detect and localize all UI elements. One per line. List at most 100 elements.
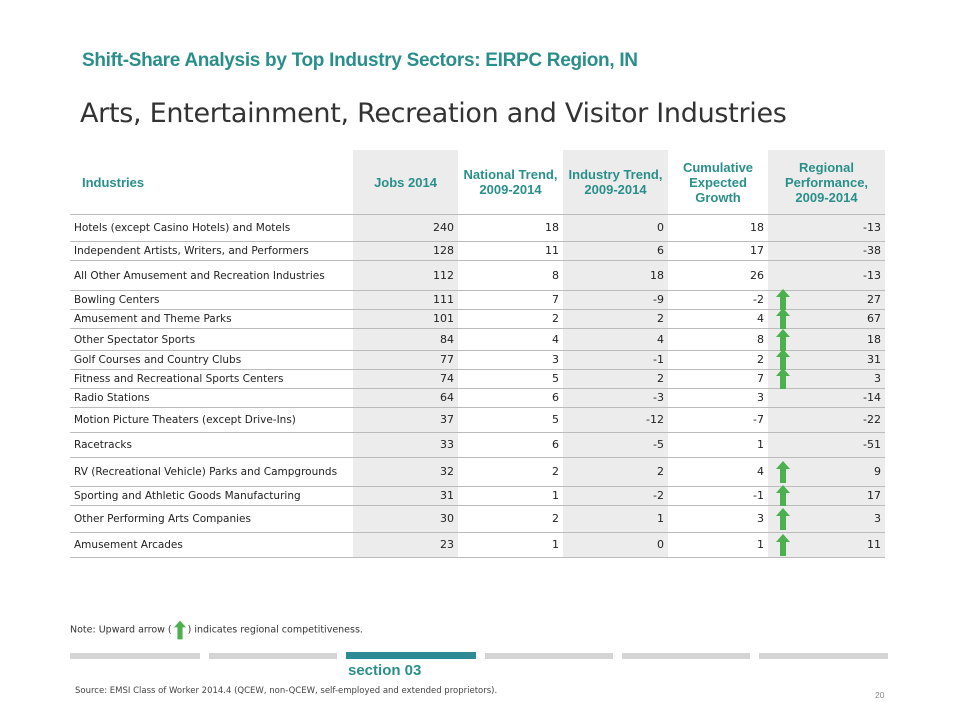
- cumulative-growth-cell-text: 3: [757, 391, 764, 404]
- industry-name-cell-text: All Other Amusement and Recreation Indus…: [74, 269, 325, 282]
- cumulative-growth-cell-text: 17: [750, 244, 764, 257]
- regional-performance-cell: -51: [768, 432, 885, 458]
- industry-trend-cell: -5: [563, 432, 668, 458]
- section-bar-segment: [485, 653, 613, 659]
- cumulative-growth-cell-text: 1: [757, 538, 764, 551]
- national-trend-cell: 2: [458, 309, 563, 329]
- industry-trend-cell-text: 1: [657, 512, 664, 525]
- column-header-industry-trend: Industry Trend, 2009-2014: [563, 150, 668, 215]
- table-row: Sporting and Athletic Goods Manufacturin…: [70, 485, 885, 507]
- industry-trend-cell: 2: [563, 309, 668, 329]
- jobs-cell-text: 23: [440, 538, 454, 551]
- header-title: Shift-Share Analysis by Top Industry Sec…: [82, 50, 638, 71]
- national-trend-cell: 18: [458, 214, 563, 242]
- industry-trend-cell: 4: [563, 328, 668, 351]
- page-title: Arts, Entertainment, Recreation and Visi…: [80, 98, 787, 129]
- cumulative-growth-cell: 26: [668, 260, 768, 291]
- cumulative-growth-cell-text: 1: [757, 438, 764, 451]
- regional-performance-cell: 31: [768, 349, 885, 371]
- section-progress-bar: [70, 652, 888, 662]
- cumulative-growth-cell-text: 7: [757, 372, 764, 385]
- national-trend-cell: 11: [458, 241, 563, 261]
- regional-performance-cell-text: -14: [863, 391, 881, 404]
- note-text-before: Note: Upward arrow (: [70, 624, 172, 636]
- up-arrow-icon: [173, 620, 186, 640]
- table-row: Independent Artists, Writers, and Perfor…: [70, 241, 885, 261]
- jobs-cell-text: 31: [440, 489, 454, 502]
- table-row: Fitness and Recreational Sports Centers 7…: [70, 368, 885, 390]
- jobs-cell: 84: [353, 328, 458, 351]
- regional-performance-cell: 17: [768, 485, 885, 507]
- jobs-cell: 33: [353, 432, 458, 458]
- cumulative-growth-cell-text: 4: [757, 465, 764, 478]
- jobs-cell: 77: [353, 350, 458, 370]
- cumulative-growth-cell: 4: [668, 457, 768, 487]
- national-trend-cell-text: 6: [552, 438, 559, 451]
- national-trend-cell-text: 2: [552, 512, 559, 525]
- industry-trend-cell-text: 0: [657, 221, 664, 234]
- cumulative-growth-cell-text: 26: [750, 268, 764, 282]
- up-arrow-icon: [776, 485, 790, 507]
- column-header-jobs: Jobs 2014: [353, 150, 458, 215]
- jobs-cell: 30: [353, 505, 458, 533]
- industry-trend-cell: 2: [563, 457, 668, 487]
- industry-trend-cell-text: 2: [657, 465, 664, 478]
- national-trend-cell-text: 1: [552, 489, 559, 502]
- industry-name-cell-text: Other Spectator Sports: [74, 333, 196, 346]
- cumulative-growth-cell-text: -2: [753, 293, 764, 306]
- column-header-regional-performance: Regional Performance, 2009-2014: [768, 150, 885, 215]
- industry-name-cell-text: Independent Artists, Writers, and Perfor…: [74, 245, 309, 257]
- industry-name-cell-text: Other Performing Arts Companies: [74, 513, 251, 525]
- table-row: RV (Recreational Vehicle) Parks and Camp…: [70, 457, 885, 487]
- national-trend-cell: 1: [458, 532, 563, 558]
- cumulative-growth-cell-text: 2: [757, 353, 764, 366]
- industry-trend-cell-text: -1: [653, 353, 664, 366]
- industry-trend-cell: 1: [563, 505, 668, 533]
- regional-performance-cell: -22: [768, 407, 885, 433]
- jobs-cell-text: 111: [433, 293, 454, 306]
- section-bar-segment: [759, 653, 888, 659]
- industry-name-cell: Other Spectator Sports: [70, 328, 353, 351]
- cumulative-growth-cell: -2: [668, 290, 768, 310]
- national-trend-cell: 1: [458, 486, 563, 506]
- section-bar-segment: [209, 653, 337, 659]
- regional-performance-cell: 9: [768, 457, 885, 487]
- regional-performance-cell-text: -38: [863, 244, 881, 257]
- jobs-cell: 64: [353, 388, 458, 408]
- regional-performance-cell: 67: [768, 308, 885, 330]
- jobs-cell: 74: [353, 369, 458, 389]
- regional-performance-cell: 11: [768, 532, 885, 558]
- cumulative-growth-cell: 3: [668, 505, 768, 533]
- national-trend-cell-text: 5: [552, 372, 559, 385]
- national-trend-cell-text: 7: [552, 293, 559, 306]
- regional-performance-cell-text: -22: [863, 413, 881, 426]
- jobs-cell: 111: [353, 290, 458, 310]
- section-bar-segment: [622, 653, 750, 659]
- jobs-cell-text: 128: [433, 244, 454, 257]
- table-row: Bowling Centers 111 7 -9 -2 27: [70, 289, 885, 311]
- regional-performance-cell-text: 3: [874, 372, 881, 385]
- industry-trend-cell: -3: [563, 388, 668, 408]
- industry-trend-cell: -1: [563, 350, 668, 370]
- up-arrow-icon: [776, 308, 790, 330]
- regional-performance-cell-text: -13: [863, 221, 881, 234]
- cumulative-growth-cell: 8: [668, 328, 768, 351]
- regional-performance-cell-text: 27: [867, 293, 881, 306]
- industry-name-cell-text: RV (Recreational Vehicle) Parks and Camp…: [74, 466, 338, 478]
- industry-name-cell-text: Golf Courses and Country Clubs: [74, 354, 242, 366]
- cumulative-growth-cell-text: 3: [757, 512, 764, 525]
- regional-performance-cell-text: -13: [863, 268, 881, 282]
- industry-name-cell: RV (Recreational Vehicle) Parks and Camp…: [70, 457, 353, 487]
- regional-performance-cell-text: 31: [867, 353, 881, 366]
- jobs-cell-text: 30: [440, 512, 454, 525]
- regional-performance-cell: 18: [768, 328, 885, 351]
- national-trend-cell: 6: [458, 432, 563, 458]
- up-arrow-icon: [776, 328, 790, 351]
- cumulative-growth-cell: 7: [668, 369, 768, 389]
- shift-share-table: Industries Jobs 2014 National Trend, 200…: [70, 150, 885, 558]
- industry-name-cell-text: Radio Stations: [74, 392, 150, 404]
- industry-name-cell-text: Amusement Arcades: [74, 539, 183, 551]
- cumulative-growth-cell-text: 4: [757, 312, 764, 325]
- cumulative-growth-cell: -7: [668, 407, 768, 433]
- industry-trend-cell: 0: [563, 214, 668, 242]
